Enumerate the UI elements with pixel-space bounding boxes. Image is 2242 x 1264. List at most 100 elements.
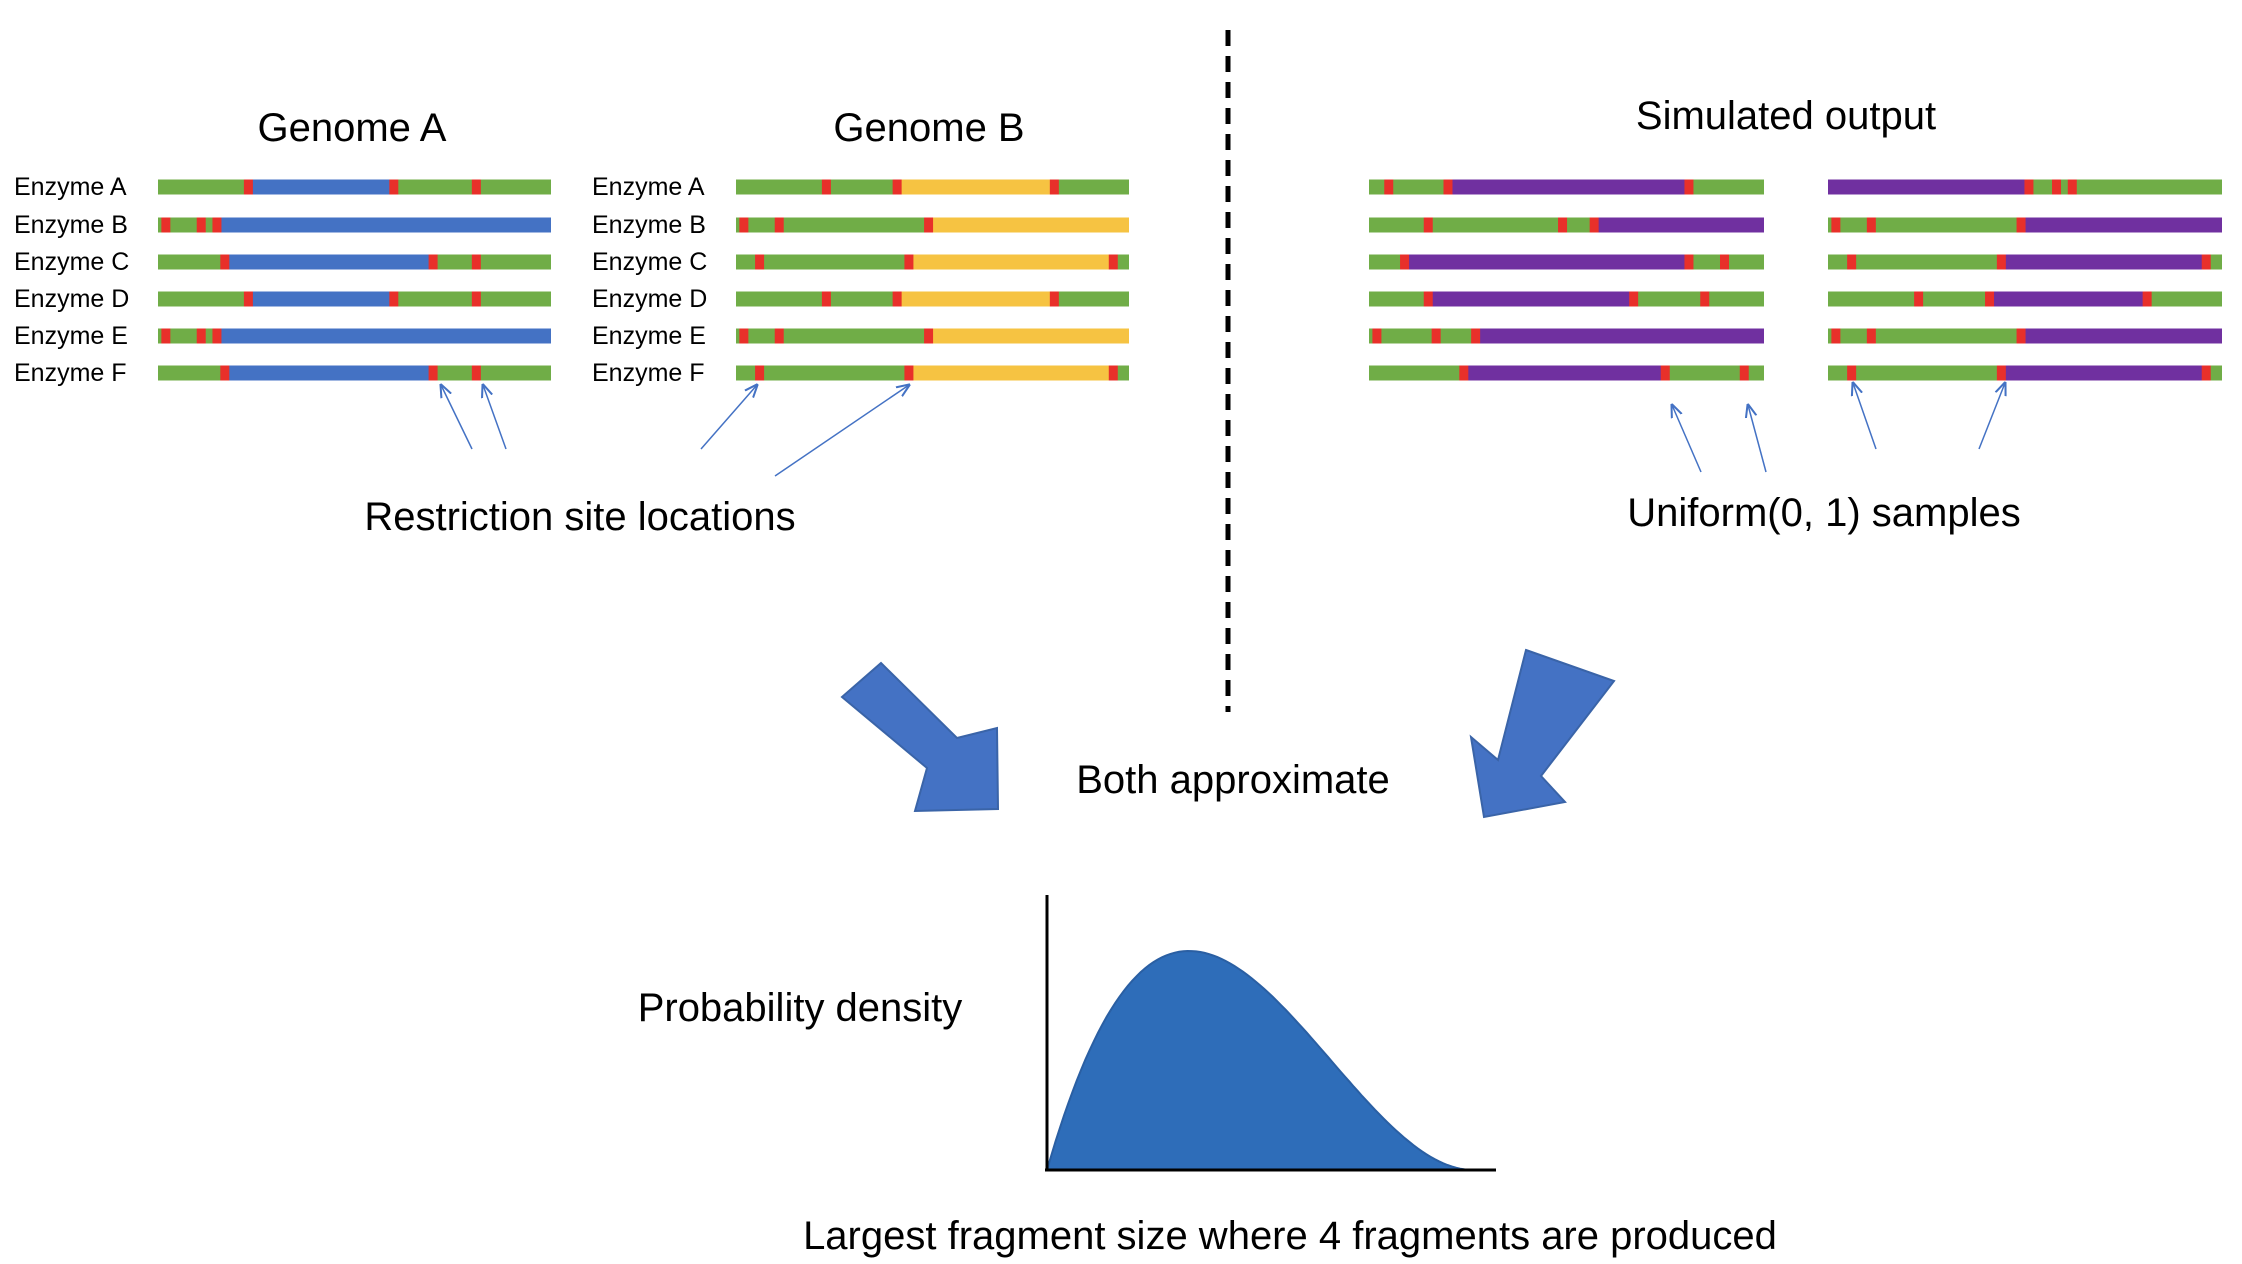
uniform-caption: Uniform(0, 1) samples	[1627, 491, 2020, 535]
restriction-site	[2142, 291, 2152, 307]
restriction-site	[428, 365, 438, 381]
restriction-site	[2201, 254, 2211, 270]
restriction-site	[755, 365, 765, 381]
genome-a-largest-fragment	[216, 328, 551, 344]
restriction-site	[739, 217, 749, 233]
pointer-arrow	[441, 385, 473, 450]
restriction-site	[1739, 365, 1749, 381]
restriction-site	[1700, 291, 1710, 307]
restriction-site	[428, 254, 438, 270]
restriction-site	[2067, 179, 2077, 195]
pointer-arrow	[483, 385, 507, 450]
restriction-site	[924, 328, 934, 344]
restriction-site	[2016, 328, 2026, 344]
enzyme-label: Enzyme D	[592, 285, 707, 313]
pointer-arrow	[1672, 405, 1702, 473]
restriction-site	[2024, 179, 2034, 195]
restriction-site	[739, 328, 749, 344]
genome-a-title: Genome A	[257, 106, 446, 150]
genome-a-largest-fragment	[248, 291, 394, 307]
genome-b-largest-fragment	[908, 365, 1114, 381]
restriction-site	[1108, 254, 1118, 270]
sim-right-largest-fragment	[1828, 179, 2029, 195]
restriction-site	[1996, 365, 2006, 381]
restriction-site	[1049, 291, 1059, 307]
genome-b-largest-fragment	[897, 291, 1055, 307]
y-axis-label: Probability density	[638, 986, 963, 1030]
restriction-site	[1049, 179, 1059, 195]
genome-a-largest-fragment	[248, 179, 394, 195]
genome-b-panel: Enzyme A Enzyme B Enzyme C Enzyme D Enzyme E…	[592, 173, 1129, 387]
restriction-site	[161, 217, 171, 233]
genome-b-largest-fragment	[928, 217, 1129, 233]
restriction-site	[1866, 328, 1876, 344]
restriction-site	[821, 179, 831, 195]
enzyme-label: Enzyme C	[592, 248, 707, 276]
restriction-site	[1914, 291, 1924, 307]
restriction-site	[1372, 328, 1382, 344]
genome-b-largest-fragment	[897, 179, 1055, 195]
pointer-arrow	[774, 385, 909, 477]
sim-right-largest-fragment	[2001, 254, 2207, 270]
restriction-site	[892, 179, 902, 195]
enzyme-label: Enzyme B	[14, 211, 128, 239]
simulated-left-panel	[1369, 179, 1764, 381]
pointer-arrow	[700, 385, 757, 450]
enzyme-label: Enzyme E	[592, 322, 706, 350]
genome-b-title: Genome B	[833, 106, 1024, 150]
simulated-output-title: Simulated output	[1636, 94, 1936, 138]
restriction-site	[389, 291, 399, 307]
restriction-site	[1431, 328, 1441, 344]
block-arrow-right	[1469, 648, 1616, 819]
enzyme-label: Enzyme A	[14, 173, 127, 201]
restriction-site	[1589, 217, 1599, 233]
pointer-arrow	[1853, 383, 1877, 450]
restriction-site	[389, 179, 399, 195]
x-axis-label: Largest fragment size where 4 fragments …	[803, 1214, 1777, 1258]
restriction-site	[1423, 291, 1433, 307]
uniform-pointers	[1672, 383, 2005, 473]
enzyme-label: Enzyme F	[592, 359, 705, 387]
sim-left-largest-fragment	[1428, 291, 1634, 307]
restriction-site	[924, 217, 934, 233]
restriction-site	[1629, 291, 1639, 307]
restriction-site	[1471, 328, 1481, 344]
restriction-site	[1459, 365, 1469, 381]
restriction-site	[212, 217, 222, 233]
genome-b-largest-fragment	[928, 328, 1129, 344]
sim-right-largest-fragment	[2021, 328, 2222, 344]
sim-right-largest-fragment	[1989, 291, 2148, 307]
restriction-site	[1684, 179, 1694, 195]
simulated-right-panel	[1828, 179, 2222, 381]
sim-left-largest-fragment	[1448, 179, 1689, 195]
restriction-site	[1847, 365, 1857, 381]
block-arrow-left	[840, 661, 1000, 813]
restriction-site	[2052, 179, 2062, 195]
restriction-site	[471, 365, 481, 381]
sim-right-largest-fragment	[2021, 217, 2222, 233]
restriction-site	[196, 328, 206, 344]
restriction-site	[774, 328, 784, 344]
sim-left-largest-fragment	[1475, 328, 1764, 344]
restriction-site	[471, 291, 481, 307]
restriction-site	[1558, 217, 1568, 233]
restriction-site	[821, 291, 831, 307]
genome-a-panel: Enzyme A Enzyme B Enzyme C Enzyme D Enzyme E…	[14, 173, 551, 387]
restriction-site	[1866, 217, 1876, 233]
restriction-site	[2201, 365, 2211, 381]
restriction-site	[1108, 365, 1118, 381]
restriction-site	[1831, 328, 1841, 344]
restriction-site	[471, 254, 481, 270]
restriction-site	[1660, 365, 1670, 381]
restriction-site	[1443, 179, 1453, 195]
restriction-site	[1400, 254, 1410, 270]
restriction-site	[1423, 217, 1433, 233]
sim-left-largest-fragment	[1463, 365, 1666, 381]
both-approximate-caption: Both approximate	[1076, 758, 1390, 802]
restriction-pointers	[441, 385, 909, 477]
enzyme-label: Enzyme E	[14, 322, 128, 350]
restriction-site	[220, 254, 230, 270]
restriction-site	[774, 217, 784, 233]
restriction-site	[161, 328, 171, 344]
